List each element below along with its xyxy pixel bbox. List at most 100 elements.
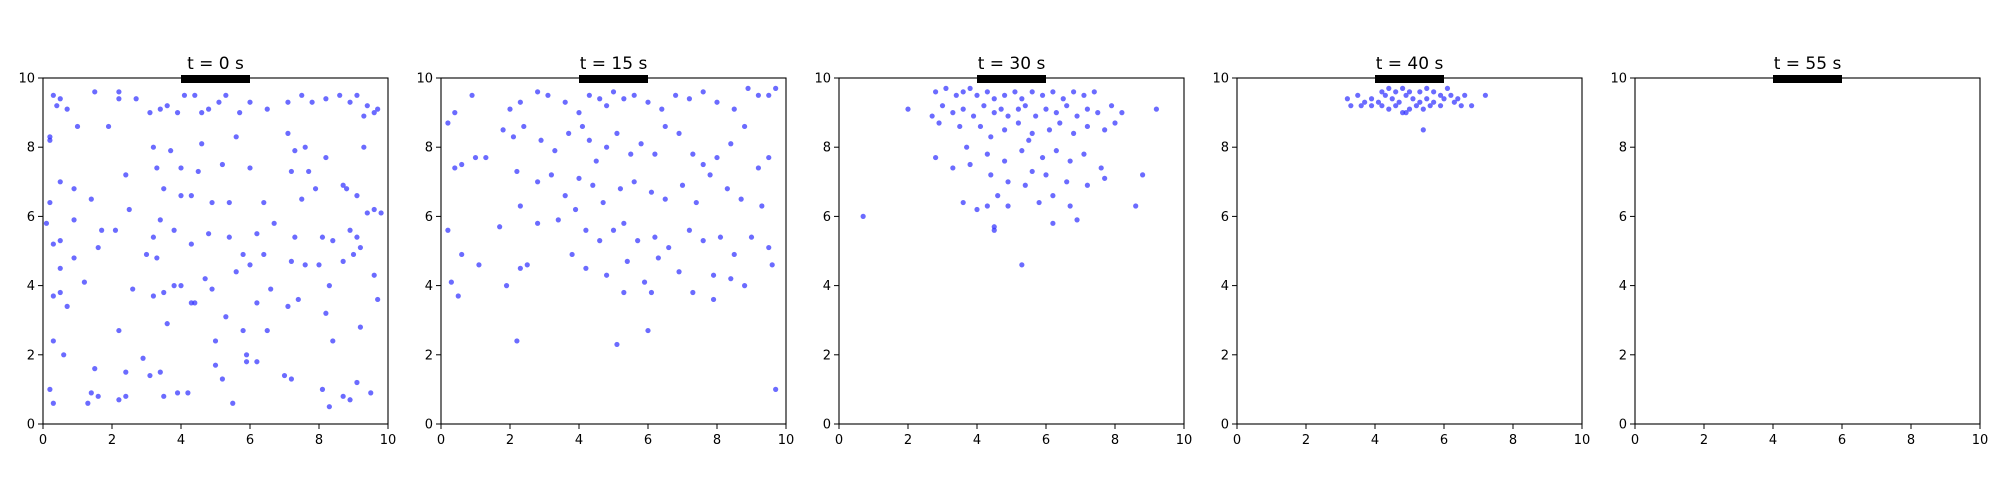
data-point [700,161,706,168]
data-point [984,151,990,157]
y-tick-label: 2 [27,348,35,363]
data-point [517,203,523,209]
data-point [666,244,672,251]
data-point [140,355,146,361]
data-point [728,276,734,282]
data-point [1451,99,1457,105]
data-point [860,213,866,219]
data-point [264,106,270,112]
data-point [686,96,693,102]
data-point [192,92,198,98]
y-tick-label: 10 [814,72,831,87]
data-point [552,148,558,154]
axes-frame [1236,77,1583,425]
data-point [1033,113,1039,119]
data-point [766,92,772,98]
data-point [988,172,994,178]
data-point [679,182,686,188]
data-point [223,92,229,98]
data-point [371,272,377,278]
data-point [562,193,568,199]
data-point [157,369,163,375]
data-point [323,96,329,102]
data-point [1153,106,1159,112]
data-point [988,134,994,140]
panel-title: t = 30 s [978,54,1046,74]
data-point [773,85,779,91]
axes-frame [440,77,787,425]
data-point [130,286,136,292]
data-point [271,220,277,226]
panel-5: t = 55 s 0 2 4 6 8 10 0 2 4 6 8 10 [1610,54,1988,448]
y-tick-label: 0 [1221,418,1229,433]
data-point [323,310,329,316]
data-point [1071,89,1077,95]
data-point [514,338,520,344]
data-point [299,92,305,98]
data-point [99,227,105,233]
data-point [742,123,748,130]
x-tick-label: 8 [1111,433,1119,448]
data-point [361,144,367,150]
data-point [614,130,620,136]
data-point [459,251,465,258]
data-point [1002,92,1008,98]
data-point [1074,217,1080,223]
y-tick-label: 2 [1619,348,1627,363]
data-point [206,231,212,237]
data-point [597,96,603,102]
data-point [323,154,329,161]
data-point [1424,85,1430,91]
data-point [178,283,184,289]
y-tick-label: 8 [1619,141,1627,156]
data-point [209,199,215,206]
y-tick-label: 8 [27,141,35,156]
data-point [1396,99,1402,105]
data-point [233,134,239,140]
data-point [1358,103,1364,109]
data-point [614,341,620,348]
data-point [707,172,713,178]
data-point [178,193,184,199]
data-point [319,386,326,392]
data-point [81,279,87,285]
axes-frame [1634,77,1981,425]
data-point [497,224,503,230]
y-tick-label: 4 [1619,279,1627,294]
data-point [521,123,527,130]
data-point [1067,158,1073,164]
data-point [371,110,377,116]
y-tick-label: 0 [27,418,35,433]
data-point [326,404,332,410]
x-tick-label: 10 [1176,433,1193,448]
data-point [171,227,177,233]
data-point [1417,99,1423,105]
data-point [199,141,205,147]
panel-title: t = 55 s [1774,54,1842,74]
x-tick-label: 4 [575,433,583,448]
data-point [586,92,592,98]
data-point [991,227,997,233]
exit-bar [1773,75,1842,83]
data-point [469,92,475,98]
x-tick-label: 0 [1233,433,1241,448]
data-point [445,120,451,126]
data-point [199,110,205,116]
y-tick-label: 4 [1221,279,1229,294]
data-point [354,92,360,98]
data-point [95,393,101,399]
data-point [1091,89,1097,95]
data-point [738,196,744,202]
data-point [645,99,651,105]
data-point [500,127,506,133]
data-point [1050,89,1056,95]
data-point [316,262,322,268]
y-tick-label: 0 [823,418,831,433]
data-point [1375,99,1382,105]
exit-bar [1375,75,1444,83]
data-point [995,193,1001,199]
data-point [123,172,129,178]
data-point [1053,110,1059,116]
data-point [655,255,661,261]
